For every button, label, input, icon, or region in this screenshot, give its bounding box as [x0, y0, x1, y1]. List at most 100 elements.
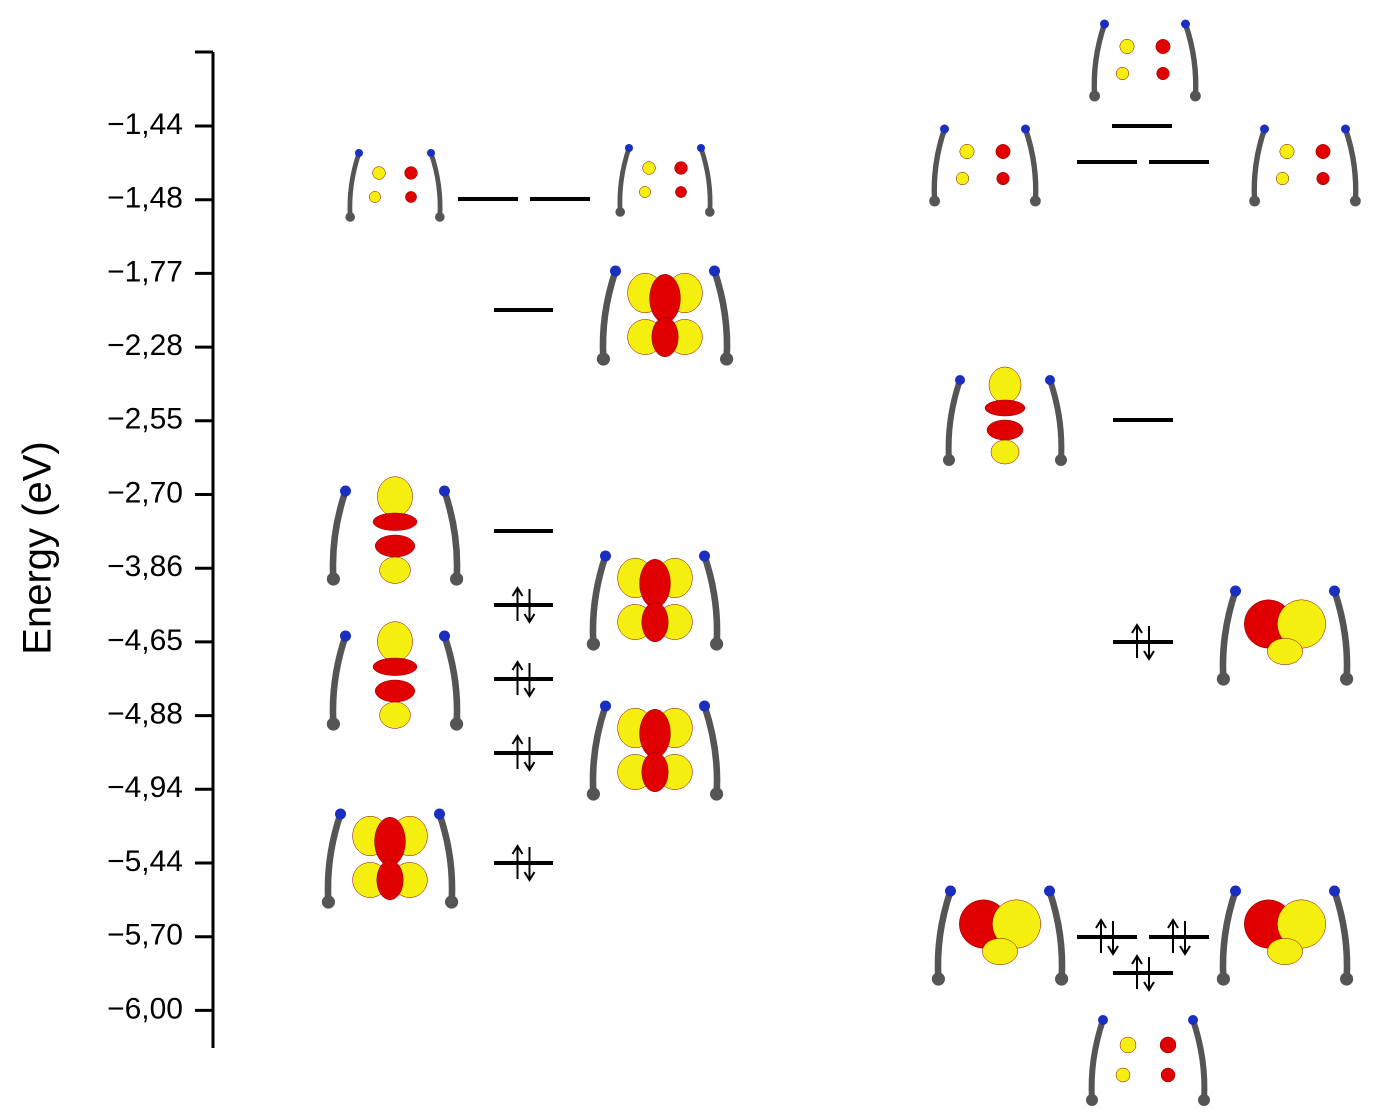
- orbital-picture: [1217, 886, 1353, 986]
- atom: [705, 207, 715, 217]
- ligand-arm: [949, 380, 960, 460]
- orbital-lobe: [1317, 172, 1330, 185]
- orbital-lobe: [985, 400, 1025, 416]
- atom: [709, 266, 720, 277]
- atom: [600, 701, 611, 712]
- orbitals: [322, 20, 1361, 1107]
- atom: [615, 207, 625, 217]
- orbital-lobe: [1157, 67, 1170, 80]
- atom: [1190, 91, 1201, 102]
- orbital-picture: [1249, 125, 1361, 207]
- tick-label: −2,28: [107, 329, 183, 362]
- atom: [1329, 586, 1340, 597]
- orbital-lobe: [377, 860, 403, 900]
- ligand-arm: [715, 271, 728, 359]
- ligand-arm: [440, 814, 453, 902]
- atom: [427, 149, 435, 157]
- atom: [1055, 972, 1068, 985]
- orbital-lobe: [1280, 144, 1294, 158]
- orbital-picture: [327, 477, 463, 586]
- orbital-lobe: [997, 172, 1010, 185]
- atom: [710, 787, 723, 800]
- atom: [327, 717, 340, 730]
- tick-label: −5,44: [107, 845, 183, 878]
- orbital-lobe: [996, 144, 1010, 158]
- atom: [445, 895, 458, 908]
- ligand-arm: [431, 153, 440, 217]
- orbital-picture: [587, 701, 723, 801]
- ligand-arm: [705, 556, 718, 644]
- atom: [1230, 886, 1241, 897]
- atom: [1181, 20, 1190, 29]
- atom: [597, 352, 610, 365]
- orbital-lobe: [991, 440, 1019, 464]
- orbital-lobe: [373, 658, 417, 676]
- orbital-picture: [597, 266, 733, 366]
- atom: [340, 486, 351, 497]
- orbital-lobe: [675, 162, 688, 175]
- atom: [1055, 454, 1067, 466]
- atom: [1198, 1094, 1210, 1106]
- orbital-lobe: [1156, 39, 1170, 53]
- atom: [345, 212, 355, 222]
- ligand-arm: [1335, 591, 1348, 679]
- orbital-lobe: [405, 167, 418, 180]
- ligand-arm: [620, 148, 629, 212]
- ligand-arm: [445, 491, 458, 579]
- ligand-arm: [350, 153, 359, 217]
- atom: [1341, 125, 1350, 134]
- orbital-lobe: [652, 317, 678, 357]
- ligand-arm: [593, 556, 606, 644]
- atom: [450, 717, 463, 730]
- tick-label: −2,70: [107, 476, 183, 509]
- tick-label: −4,65: [107, 624, 183, 657]
- orbital-picture: [943, 367, 1067, 466]
- atom: [355, 149, 363, 157]
- atom: [720, 352, 733, 365]
- ligand-arm: [1223, 591, 1236, 679]
- orbital-lobe: [373, 167, 386, 180]
- atom: [450, 572, 463, 585]
- ligand-arm: [938, 891, 951, 979]
- orbital-lobe: [375, 817, 406, 865]
- atom: [1100, 20, 1109, 29]
- tick-label: −6,00: [107, 992, 183, 1025]
- orbital-picture: [1089, 20, 1201, 102]
- ligand-arm: [1193, 1020, 1204, 1100]
- ligand-arm: [701, 148, 710, 212]
- orbital-lobe: [642, 752, 668, 792]
- orbital-lobe: [373, 513, 417, 531]
- atom: [1217, 672, 1230, 685]
- orbital-picture: [1217, 586, 1353, 686]
- orbital-lobe: [639, 186, 650, 197]
- atom: [1044, 886, 1055, 897]
- orbital-lobe: [643, 162, 656, 175]
- orbital-lobe: [380, 702, 411, 728]
- tick-label: −1,48: [107, 182, 183, 215]
- atom: [1260, 125, 1269, 134]
- levels: [458, 126, 1209, 990]
- orbital-lobe: [1160, 1037, 1176, 1053]
- ligand-arm: [1346, 129, 1356, 201]
- orbital-lobe: [960, 144, 974, 158]
- ligand-arm: [934, 129, 944, 201]
- ligand-arm: [1092, 1020, 1103, 1100]
- atom: [1030, 196, 1041, 207]
- atom: [1045, 375, 1055, 385]
- orbital-lobe: [1316, 144, 1330, 158]
- ligand-arm: [1335, 891, 1348, 979]
- orbital-lobe: [1267, 938, 1302, 964]
- orbital-lobe: [1267, 638, 1302, 664]
- atom: [955, 375, 965, 385]
- orbital-lobe: [1116, 1068, 1130, 1082]
- atom: [1098, 1015, 1108, 1025]
- ligand-arm: [603, 271, 616, 359]
- orbital-lobe: [1120, 39, 1134, 53]
- tick-label: −1,77: [107, 255, 183, 288]
- atom: [1340, 972, 1353, 985]
- orbital-lobe: [380, 557, 411, 583]
- atom: [322, 895, 335, 908]
- atom: [1340, 672, 1353, 685]
- tick-label: −4,88: [107, 698, 183, 731]
- atom: [1329, 886, 1340, 897]
